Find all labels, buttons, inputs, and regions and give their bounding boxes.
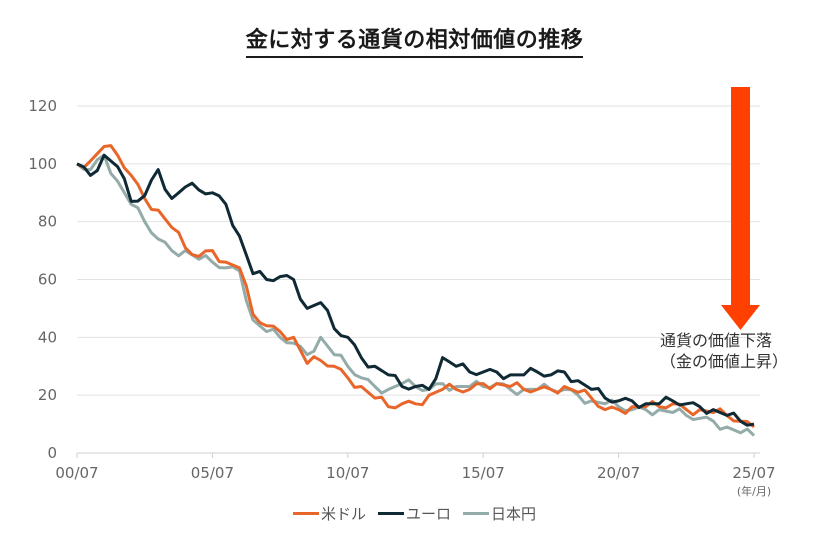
x-axis-ticks: 00/07 05/07 10/07 15/07 20/07 25/07 (年/月) [55, 453, 776, 498]
legend-swatch [463, 512, 489, 515]
legend-swatch [377, 512, 404, 515]
data-series [76, 144, 756, 437]
svg-text:(年/月): (年/月) [737, 484, 771, 498]
svg-text:60: 60 [38, 271, 57, 289]
chart-title: 金に対する通貨の相対価値の推移 [0, 22, 829, 58]
legend-label: 米ドル [320, 505, 366, 523]
svg-text:25/07: 25/07 [732, 464, 775, 482]
annotation: 通貨の価値下落 （金の価値上昇） [660, 330, 788, 372]
series-line-1 [76, 153, 755, 427]
svg-text:00/07: 00/07 [55, 464, 98, 482]
svg-text:40: 40 [38, 328, 57, 346]
annotation-line-1: 通貨の価値下落 [660, 331, 773, 350]
svg-text:05/07: 05/07 [191, 464, 234, 482]
legend-item-usd[interactable]: 米ドル [292, 503, 366, 524]
svg-text:80: 80 [38, 213, 57, 231]
legend-label: ユーロ [405, 505, 451, 523]
legend-item-eur[interactable]: ユーロ [377, 503, 451, 524]
y-axis-ticks: 0 20 40 60 80 100 120 [28, 97, 57, 462]
svg-text:20/07: 20/07 [597, 464, 640, 482]
series-line-2 [76, 153, 756, 437]
legend-label: 日本円 [491, 505, 537, 523]
legend-swatch [292, 512, 319, 515]
svg-text:10/07: 10/07 [326, 464, 369, 482]
svg-text:15/07: 15/07 [462, 464, 505, 482]
annotation-line-2: （金の価値上昇） [660, 352, 789, 371]
legend-item-jpy[interactable]: 日本円 [463, 503, 536, 524]
svg-text:0: 0 [47, 444, 57, 462]
down-arrow-icon [721, 87, 760, 330]
legend: 米ドル ユーロ 日本円 [0, 503, 829, 524]
svg-text:120: 120 [28, 97, 57, 115]
svg-text:100: 100 [28, 155, 57, 173]
gridlines [77, 105, 760, 454]
svg-text:20: 20 [38, 386, 57, 404]
